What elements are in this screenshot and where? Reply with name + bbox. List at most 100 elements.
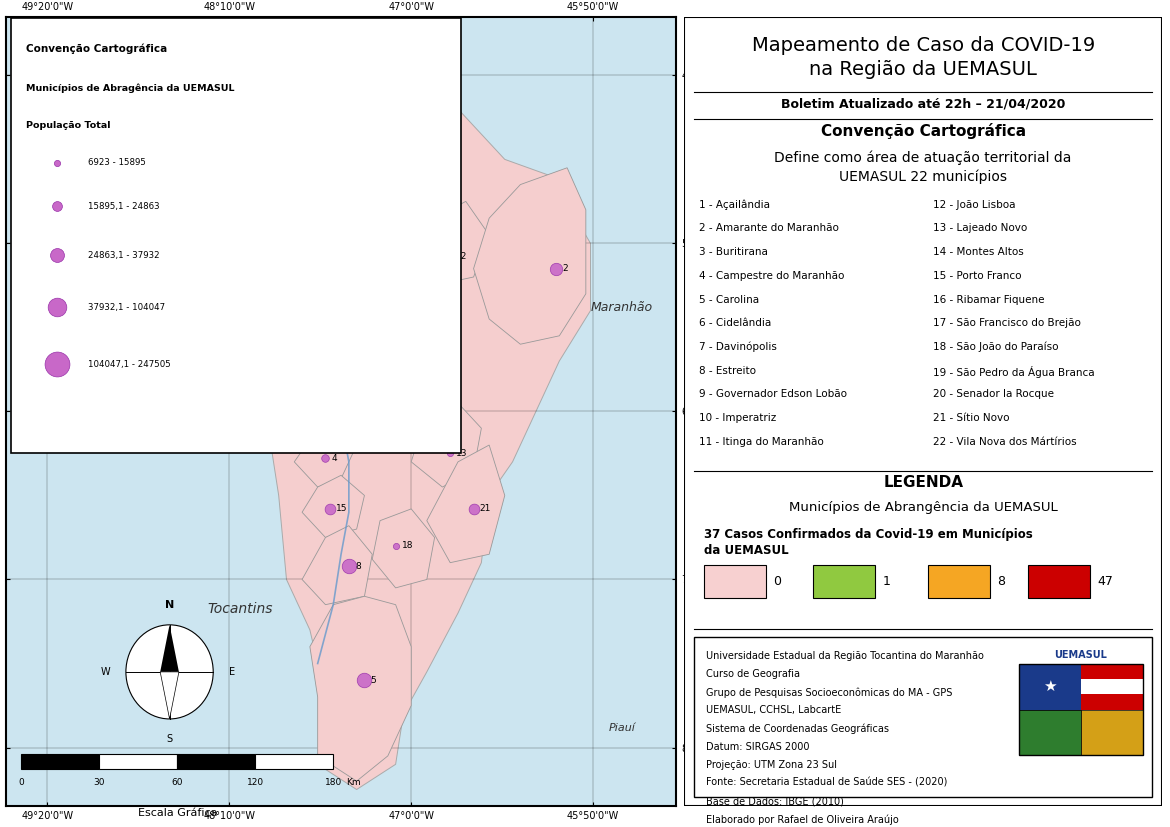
- Polygon shape: [340, 269, 395, 319]
- Text: S: S: [166, 734, 173, 744]
- Point: [441, 447, 460, 460]
- Text: 21 - Sítio Novo: 21 - Sítio Novo: [932, 413, 1010, 423]
- Point: [410, 313, 428, 326]
- Text: Fonte: Secretaria Estadual de Saúde SES - (2020): Fonte: Secretaria Estadual de Saúde SES …: [706, 778, 948, 788]
- Text: LEGENDA: LEGENDA: [883, 475, 963, 490]
- Text: 12 - João Lisboa: 12 - João Lisboa: [932, 200, 1016, 210]
- Text: 8: 8: [355, 562, 360, 571]
- Text: 10 - Imperatriz: 10 - Imperatriz: [698, 413, 776, 423]
- Text: 24863,1 - 37932: 24863,1 - 37932: [89, 251, 160, 260]
- Text: 104047,1 - 247505: 104047,1 - 247505: [89, 360, 171, 369]
- FancyBboxPatch shape: [1019, 664, 1081, 710]
- Text: 15895,1 - 24863: 15895,1 - 24863: [89, 202, 160, 211]
- Text: 10: 10: [309, 286, 319, 295]
- Polygon shape: [310, 596, 411, 782]
- Text: Tocantins: Tocantins: [207, 602, 273, 616]
- Text: 8 - Estreito: 8 - Estreito: [698, 366, 756, 375]
- Text: Mapeamento de Caso da COVID-19
na Região da UEMASUL: Mapeamento de Caso da COVID-19 na Região…: [751, 36, 1095, 79]
- Text: 12: 12: [456, 252, 468, 261]
- Text: 8: 8: [997, 575, 1005, 588]
- Polygon shape: [160, 672, 179, 719]
- Text: 7 - Davinópolis: 7 - Davinópolis: [698, 342, 777, 352]
- Text: UEMASUL, CCHSL, LabcartE: UEMASUL, CCHSL, LabcartE: [706, 705, 841, 715]
- FancyBboxPatch shape: [1081, 710, 1143, 755]
- Text: 180: 180: [324, 777, 342, 786]
- Text: 9 - Governador Edson Lobão: 9 - Governador Edson Lobão: [698, 390, 847, 399]
- Polygon shape: [295, 28, 450, 202]
- Text: Municípios de Abragência da UEMASUL: Municípios de Abragência da UEMASUL: [26, 84, 235, 93]
- Point: [339, 559, 358, 572]
- Text: População Total: População Total: [26, 121, 111, 130]
- Text: 6: 6: [239, 247, 243, 256]
- FancyBboxPatch shape: [928, 565, 990, 598]
- Text: 2 - Amarante do Maranhão: 2 - Amarante do Maranhão: [698, 223, 839, 233]
- Point: [546, 262, 565, 275]
- Text: 1 - Açailândia: 1 - Açailândia: [698, 200, 770, 210]
- Text: 17: 17: [311, 242, 323, 251]
- Polygon shape: [295, 420, 357, 487]
- FancyBboxPatch shape: [178, 754, 255, 769]
- Point: [410, 375, 428, 388]
- Point: [48, 156, 67, 170]
- Text: E: E: [229, 667, 235, 676]
- Point: [355, 674, 373, 687]
- Text: 3 - Buritirana: 3 - Buritirana: [698, 247, 768, 257]
- Text: Convenção Cartográfica: Convenção Cartográfica: [26, 44, 167, 54]
- Polygon shape: [333, 294, 372, 336]
- Text: 21: 21: [480, 504, 491, 514]
- Text: N: N: [165, 600, 174, 609]
- Polygon shape: [427, 445, 504, 562]
- Polygon shape: [380, 277, 450, 352]
- Polygon shape: [295, 370, 349, 428]
- Polygon shape: [146, 218, 208, 285]
- Polygon shape: [302, 476, 364, 538]
- Text: Convenção Cartográfica: Convenção Cartográfica: [820, 123, 1026, 139]
- Text: 1: 1: [363, 202, 369, 211]
- Point: [222, 245, 241, 258]
- Point: [296, 240, 315, 253]
- Text: 20 - Senador la Rocque: 20 - Senador la Rocque: [932, 390, 1054, 399]
- Polygon shape: [84, 193, 154, 277]
- Point: [347, 309, 366, 323]
- FancyBboxPatch shape: [99, 754, 178, 769]
- Text: Elaborado por Rafael de Oliveira Araújo: Elaborado por Rafael de Oliveira Araújo: [706, 815, 899, 825]
- Point: [347, 200, 366, 213]
- Point: [48, 301, 67, 314]
- Text: Sistema de Coordenadas Geográficas: Sistema de Coordenadas Geográficas: [706, 724, 889, 734]
- Text: UEMASUL: UEMASUL: [1054, 650, 1107, 660]
- Text: 0: 0: [19, 777, 25, 786]
- Text: 2: 2: [563, 264, 569, 273]
- Polygon shape: [372, 509, 434, 588]
- Text: 14: 14: [425, 376, 436, 385]
- Text: 120: 120: [247, 777, 264, 786]
- Text: Projeção: UTM Zona 23 Sul: Projeção: UTM Zona 23 Sul: [706, 760, 837, 770]
- Point: [168, 254, 187, 267]
- Text: 17 - São Francisco do Brejão: 17 - São Francisco do Brejão: [932, 318, 1081, 328]
- FancyBboxPatch shape: [694, 637, 1152, 797]
- FancyBboxPatch shape: [813, 565, 875, 598]
- Text: 4 - Campestre do Maranhão: 4 - Campestre do Maranhão: [698, 271, 844, 281]
- Text: 4: 4: [332, 454, 337, 463]
- Text: Km: Km: [345, 777, 360, 786]
- Text: 0: 0: [772, 575, 780, 588]
- Text: 1: 1: [882, 575, 890, 588]
- Text: Curso de Geografia: Curso de Geografia: [706, 669, 800, 679]
- Point: [113, 237, 132, 250]
- Polygon shape: [240, 75, 457, 277]
- Text: 15: 15: [337, 504, 347, 514]
- Text: 15 - Porto Franco: 15 - Porto Franco: [932, 271, 1021, 281]
- Polygon shape: [318, 327, 372, 394]
- Text: Define como área de atuação territorial da
UEMASUL 22 municípios: Define como área de atuação territorial …: [775, 151, 1072, 184]
- FancyBboxPatch shape: [11, 18, 461, 453]
- Text: Municípios de Abrangência da UEMASUL: Municípios de Abrangência da UEMASUL: [789, 500, 1058, 514]
- Text: 13: 13: [456, 449, 468, 458]
- Point: [48, 200, 67, 213]
- Point: [386, 127, 405, 141]
- Point: [363, 292, 381, 305]
- Text: 16: 16: [324, 394, 336, 403]
- Text: Grupo de Pesquisas Socioeconômicas do MA - GPS: Grupo de Pesquisas Socioeconômicas do MA…: [706, 687, 952, 697]
- Text: Boletim Atualizado até 22h – 21/04/2020: Boletim Atualizado até 22h – 21/04/2020: [780, 98, 1066, 111]
- Text: Universidade Estadual da Região Tocantina do Maranhão: Universidade Estadual da Região Tocantin…: [706, 651, 984, 661]
- Text: ★: ★: [1042, 679, 1057, 695]
- Point: [316, 452, 335, 465]
